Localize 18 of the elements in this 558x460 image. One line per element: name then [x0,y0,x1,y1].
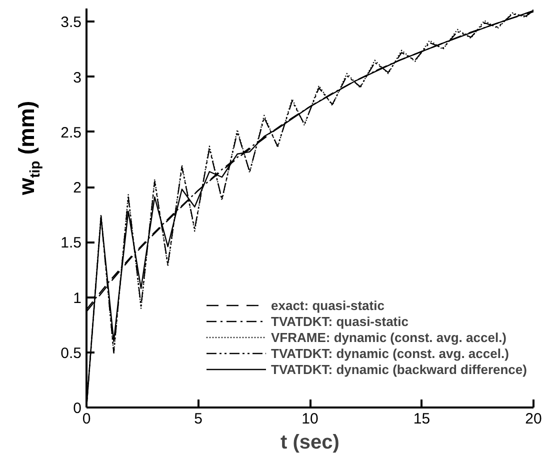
y-tick-label: 3 [73,69,82,86]
y-tick-label: 1 [73,290,82,307]
x-tick-label: 20 [525,410,542,428]
legend-label: TVATDKT: dynamic (backward difference) [271,361,527,377]
y-tick-label: 3.5 [60,14,82,32]
y-tick-label: 2 [73,180,82,197]
x-axis-title: t (sec) [280,432,340,454]
y-tick-label: 1.5 [60,234,82,252]
y-tick-label: 2.5 [60,124,82,142]
legend-label: VFRAME: dynamic (const. avg. accel.) [271,329,507,345]
legend-label: TVATDKT: dynamic (const. avg. accel.) [271,345,509,361]
legend-label: TVATDKT: quasi-static [271,313,408,329]
legend-label: exact: quasi-static [271,297,384,313]
x-tick-label: 5 [194,410,202,428]
y-tick-label: 0.5 [60,344,82,362]
y-tick-label: 0 [73,400,82,417]
x-tick-label: 15 [413,410,430,428]
x-tick-label: 10 [302,410,318,428]
